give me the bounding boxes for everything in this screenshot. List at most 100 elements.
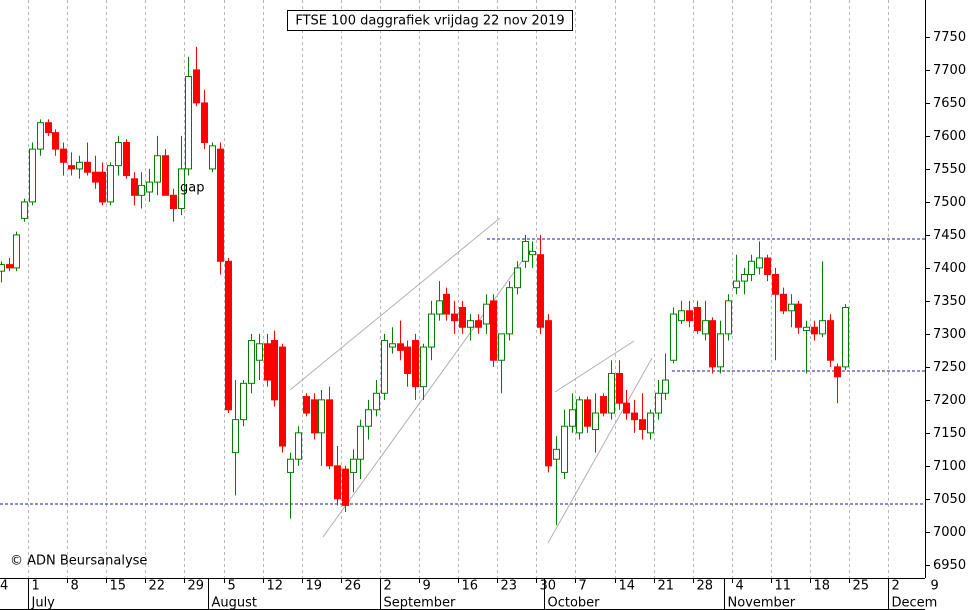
candle-body: [21, 201, 28, 219]
month-label: July: [31, 596, 56, 610]
x-tick-label: 1: [32, 579, 40, 594]
y-tick-label: 7400: [933, 261, 966, 276]
title-box: [287, 10, 573, 31]
candle-body: [717, 333, 724, 368]
candle-body: [404, 346, 411, 374]
candle-body: [334, 465, 341, 500]
candle-body: [201, 102, 208, 144]
month-label: August: [212, 596, 258, 610]
candle-body: [670, 313, 677, 361]
candle-body: [639, 419, 646, 431]
candle-body: [592, 412, 599, 431]
candle-body: [443, 293, 450, 315]
y-tick-label: 7050: [933, 492, 966, 507]
x-tick-label: 9: [931, 579, 939, 594]
candle-body: [389, 343, 396, 348]
candle-body: [725, 300, 732, 335]
x-tick-label: 23: [501, 579, 518, 594]
candle-body: [498, 333, 505, 361]
x-tick-label: 2: [892, 579, 900, 594]
month-label: September: [384, 596, 457, 610]
candle-body: [232, 419, 239, 454]
candle-body: [506, 287, 513, 335]
candle-body: [428, 313, 435, 348]
candle-body: [138, 184, 145, 196]
candle-body: [772, 273, 779, 295]
candle-body: [178, 168, 185, 210]
candle-body: [451, 313, 458, 322]
x-tick-label: 28: [697, 579, 714, 594]
candle-body: [397, 343, 404, 351]
candle-body: [529, 250, 536, 256]
candle-body: [662, 379, 669, 394]
candle-body: [84, 161, 91, 173]
candle-body: [537, 254, 544, 328]
y-tick-label: 7300: [933, 327, 966, 342]
trend-line: [322, 249, 531, 538]
candle-body: [764, 257, 771, 275]
overlays: [0, 217, 925, 544]
x-tick-label: 18: [814, 579, 831, 594]
x-tick-label: 15: [110, 579, 127, 594]
candle-body: [123, 142, 130, 177]
x-tick-label: 11: [775, 579, 792, 594]
candle-body: [748, 260, 755, 275]
candle-body: [68, 165, 75, 170]
candle-body: [561, 425, 568, 473]
candle-body: [795, 303, 802, 328]
candle-body: [92, 171, 99, 183]
candle-body: [709, 320, 716, 368]
candle-body: [819, 320, 826, 335]
candle-body: [350, 458, 357, 473]
month-label: November: [728, 596, 796, 610]
candle-body: [780, 293, 787, 312]
candle-body: [107, 165, 114, 203]
y-tick-label: 6950: [933, 558, 966, 573]
candle-body: [76, 161, 83, 170]
candle-body: [154, 155, 161, 183]
candle-body: [733, 280, 740, 289]
candle-body: [193, 69, 200, 104]
candle-body: [788, 303, 795, 312]
candle-body: [185, 76, 192, 170]
candle-body: [240, 382, 247, 421]
x-tick-label: 25: [853, 579, 870, 594]
candle-body: [52, 132, 59, 150]
candle-body: [0, 264, 5, 272]
copyright: © ADN Beursanalyse: [10, 554, 147, 569]
x-tick-label: 5: [228, 579, 236, 594]
candle-body: [608, 372, 615, 414]
y-tick-label: 7250: [933, 360, 966, 375]
candle-body: [162, 155, 169, 196]
candle-body: [702, 320, 709, 335]
candle-body: [217, 148, 224, 262]
candle-body: [741, 273, 748, 282]
candle-body: [271, 339, 278, 401]
x-tick-label: 4: [0, 579, 8, 594]
candle-body: [623, 402, 630, 414]
candle-body: [600, 396, 607, 414]
y-tick-label: 7150: [933, 426, 966, 441]
candle-body: [225, 260, 232, 411]
candle-body: [412, 339, 419, 388]
candle-body: [490, 300, 497, 361]
candle-body: [803, 326, 810, 332]
candle-body: [209, 145, 216, 170]
x-tick-label: 2: [384, 579, 392, 594]
candle-body: [279, 346, 286, 447]
candle-body: [99, 171, 106, 203]
candle-body: [616, 372, 623, 404]
y-tick-label: 7700: [933, 63, 966, 78]
x-tick-label: 21: [658, 579, 675, 594]
candle-body: [373, 392, 380, 411]
candle-body: [514, 267, 521, 289]
candle-body: [842, 306, 849, 368]
x-tick-label: 7: [579, 579, 587, 594]
candle-body: [483, 303, 490, 325]
candle-body: [811, 326, 818, 335]
candle-body: [13, 234, 20, 269]
candle-body: [584, 399, 591, 427]
candles: [0, 46, 849, 526]
candle-body: [29, 148, 36, 203]
